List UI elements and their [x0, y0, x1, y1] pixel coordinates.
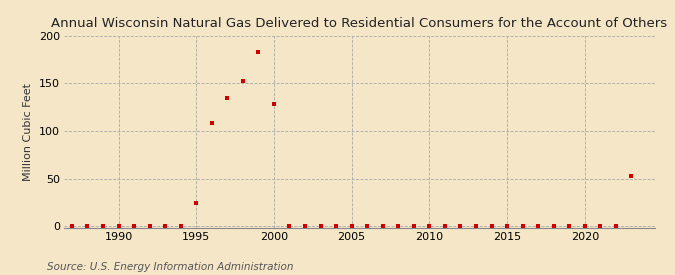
- Point: [439, 224, 450, 228]
- Point: [517, 224, 528, 228]
- Point: [595, 224, 605, 228]
- Point: [300, 224, 310, 228]
- Point: [160, 224, 171, 228]
- Point: [222, 95, 233, 100]
- Point: [238, 79, 248, 84]
- Point: [486, 224, 497, 228]
- Title: Annual Wisconsin Natural Gas Delivered to Residential Consumers for the Account : Annual Wisconsin Natural Gas Delivered t…: [51, 17, 668, 31]
- Point: [502, 224, 512, 228]
- Point: [626, 174, 637, 178]
- Point: [269, 102, 279, 107]
- Point: [284, 224, 295, 228]
- Point: [548, 224, 559, 228]
- Point: [98, 224, 109, 228]
- Point: [331, 224, 342, 228]
- Text: Source: U.S. Energy Information Administration: Source: U.S. Energy Information Administ…: [47, 262, 294, 272]
- Point: [533, 224, 543, 228]
- Point: [315, 224, 326, 228]
- Point: [253, 50, 264, 54]
- Y-axis label: Million Cubic Feet: Million Cubic Feet: [23, 83, 33, 181]
- Point: [113, 224, 124, 228]
- Point: [144, 224, 155, 228]
- Point: [579, 224, 590, 228]
- Point: [129, 224, 140, 228]
- Point: [564, 224, 574, 228]
- Point: [82, 224, 93, 228]
- Point: [51, 224, 61, 228]
- Point: [176, 224, 186, 228]
- Point: [393, 224, 404, 228]
- Point: [610, 224, 621, 228]
- Point: [424, 224, 435, 228]
- Point: [455, 224, 466, 228]
- Point: [408, 224, 419, 228]
- Point: [191, 200, 202, 205]
- Point: [67, 224, 78, 228]
- Point: [207, 121, 217, 126]
- Point: [377, 224, 388, 228]
- Point: [346, 224, 357, 228]
- Point: [470, 224, 481, 228]
- Point: [362, 224, 373, 228]
